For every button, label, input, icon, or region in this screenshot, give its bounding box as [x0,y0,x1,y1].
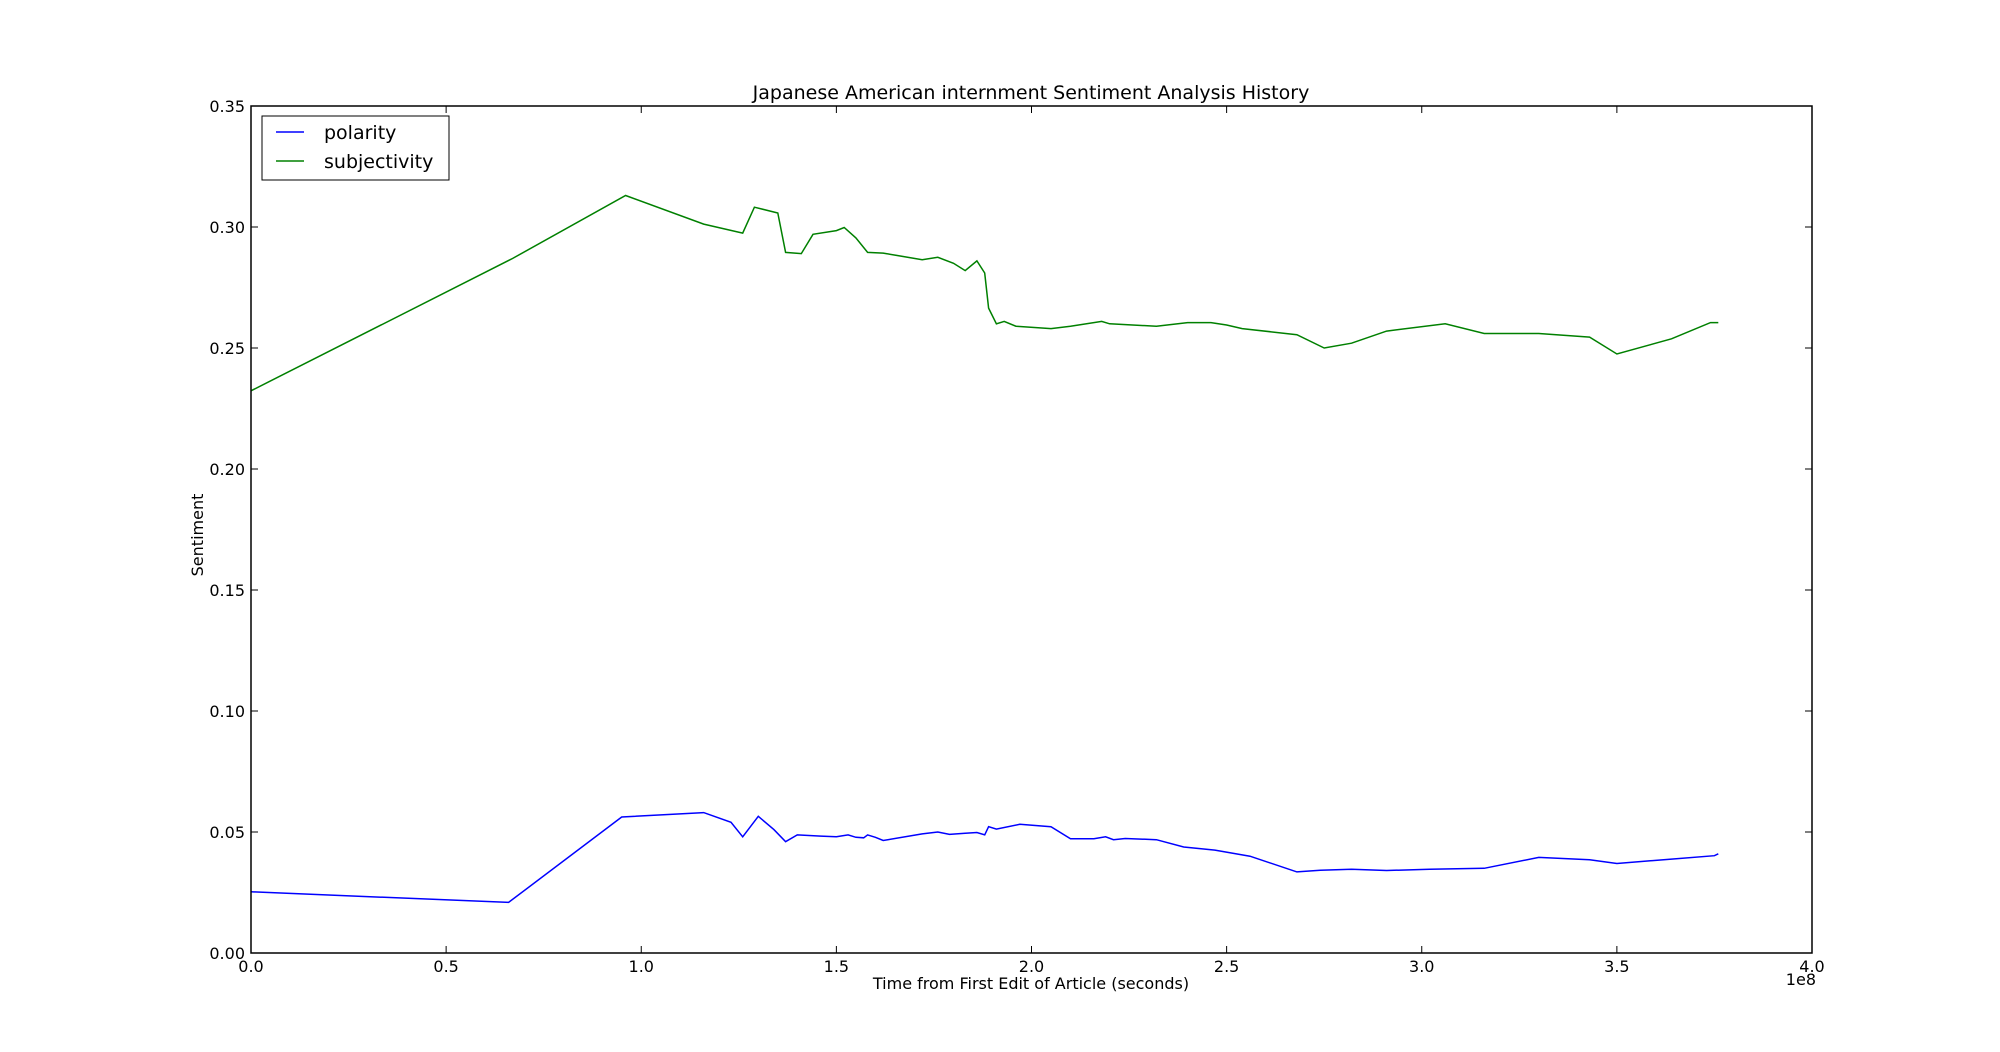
x-tick-label: 4.0 [1799,957,1824,976]
legend-frame [261,115,450,181]
y-axis-label: Sentiment [188,494,207,577]
x-axis-offset-text: 1e8 [1786,970,1816,989]
y-tick-label: 0.20 [209,460,245,479]
legend-label-polarity: polarity [324,122,396,144]
x-tick-label: 0.5 [433,957,458,976]
y-tick-label: 0.10 [209,702,245,721]
x-tick-label: 1.0 [629,957,654,976]
legend: polarity subjectivity [261,115,450,181]
y-tick-label: 0.35 [209,97,245,116]
y-tick-label: 0.05 [209,823,245,842]
plot-frame [250,105,1813,954]
axis-tick-labels: 0.0 0.5 1.0 1.5 2.0 2.5 3.0 3.5 4.0 0.00 0.05 0.10 0… [209,97,1824,976]
y-tick-label: 0.25 [209,339,245,358]
y-tick-label: 0.00 [209,944,245,963]
legend-label-subjectivity: subjectivity [324,151,433,173]
x-axis-label: Time from First Edit of Article (seconds… [872,974,1189,993]
series-line-polarity [250,811,1719,904]
x-tick-label: 0.0 [238,957,263,976]
x-tick-label: 1.5 [824,957,849,976]
x-tick-label: 2.5 [1214,957,1239,976]
x-tick-label: 2.0 [1019,957,1044,976]
y-tick-label: 0.30 [209,218,245,237]
chart-title: Japanese American internment Sentiment A… [752,82,1310,104]
series-line-subjectivity [250,194,1719,392]
x-tick-label: 3.5 [1604,957,1629,976]
x-tick-label: 3.0 [1409,957,1434,976]
y-tick-label: 0.15 [209,581,245,600]
plot-content [250,194,1719,904]
